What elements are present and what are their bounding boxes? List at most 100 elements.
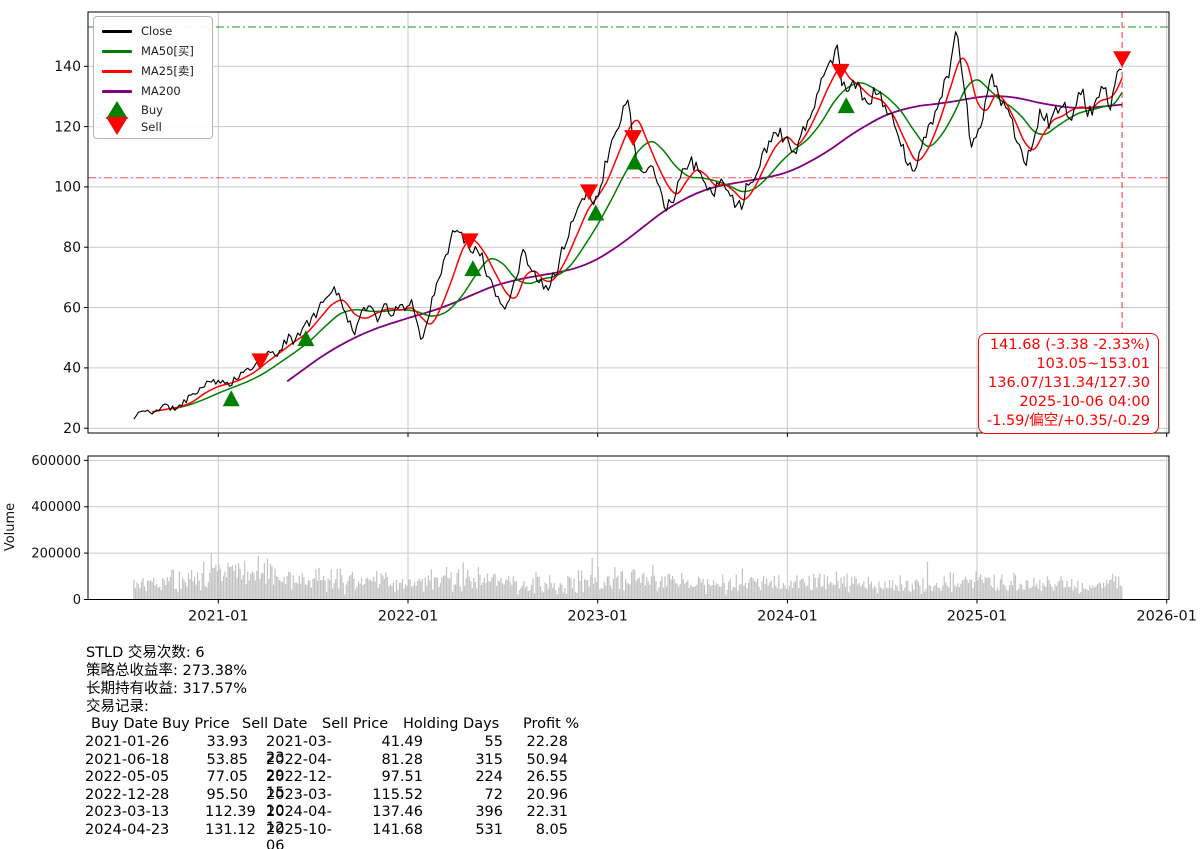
trade-cell: 26.55: [526, 769, 568, 785]
trade-cell: 2022-05-05: [85, 769, 170, 785]
col-profit-pct: Profit %: [523, 716, 580, 732]
trade-cell: 97.51: [381, 769, 423, 785]
trade-cell: 531: [475, 821, 503, 838]
svg-text:400000: 400000: [31, 500, 81, 515]
trade-row: 2021-01-26 33.93 2021-03-23 41.49 55 22.28: [85, 734, 568, 766]
trade-cell: 315: [475, 751, 503, 768]
buy-marker: [587, 204, 605, 221]
trade-cell: 2021-03-23: [266, 734, 332, 766]
ma200-line: [286, 95, 1123, 383]
svg-text:2023-01: 2023-01: [567, 609, 628, 625]
legend-item-ma25: MA25[卖]: [100, 61, 206, 81]
strategy-return-line: 策略总收益率: 273.38%: [86, 663, 248, 679]
buy-marker: [464, 260, 482, 277]
svg-text:120: 120: [54, 119, 81, 135]
trade-cell: 22.28: [526, 734, 568, 750]
trade-row: 2024-04-23 131.12 2025-10-06 141.68 531 8.05: [85, 822, 568, 849]
trade-cell: 53.85: [206, 751, 248, 768]
trades-table-body: 2021-01-26 33.93 2021-03-23 41.49 55 22.28 202…: [85, 734, 568, 849]
trade-cell: 72: [484, 786, 503, 803]
buy-marker: [626, 153, 644, 170]
trade-cell: 2022-04-29: [266, 751, 332, 784]
ma25-line-swatch: [100, 69, 134, 73]
legend-item-close: Close: [100, 21, 206, 41]
legend-item-sell: Sell: [100, 116, 206, 135]
svg-text:80: 80: [63, 240, 81, 256]
legend-label: MA25[卖]: [141, 64, 194, 78]
trade-cell: 77.05: [206, 769, 248, 785]
trade-cell: 81.28: [381, 751, 423, 768]
trade-cell: 8.05: [535, 821, 568, 838]
close-line-swatch: [100, 29, 134, 33]
annotation-range: 103.05~153.01: [1036, 356, 1150, 372]
trade-cell: 2021-01-26: [85, 734, 170, 750]
trade-row: 2023-03-13 112.39 2024-04-12 137.46 396 22.31: [85, 804, 568, 836]
col-sell-date: Sell Date: [242, 716, 308, 732]
trade-cell: 2023-03-13: [85, 804, 170, 820]
legend-label: Close: [141, 24, 173, 38]
col-buy-date: Buy Date: [91, 716, 158, 732]
legend-label: Sell: [141, 119, 162, 134]
legend-item-ma200: MA200: [100, 81, 206, 101]
volume-bars: [133, 552, 1123, 600]
close-line: [133, 31, 1122, 420]
col-sell-price: Sell Price: [322, 716, 389, 732]
svg-text:20: 20: [63, 421, 81, 437]
volume-axis-label: Volume: [3, 503, 18, 551]
svg-text:2021-01: 2021-01: [188, 609, 249, 625]
sell-marker: [1113, 51, 1132, 68]
legend-item-ma50: MA50[买]: [100, 41, 206, 61]
trade-cell: 41.49: [381, 734, 423, 750]
chart-legend: Close MA50[买] MA25[卖] MA200 Buy Sell: [93, 16, 213, 139]
trade-cell: 2021-06-18: [85, 751, 170, 768]
trade-cell: 2024-04-23: [85, 821, 170, 838]
trade-cell: 141.68: [372, 821, 423, 838]
price-volume-chart: 20 40 60 80 100 120 140 0 200000 400000 600000 2021…: [3, 11, 1197, 625]
ma50-line-swatch: [100, 49, 134, 53]
col-holding-days: Holding Days: [403, 716, 500, 732]
svg-text:2024-01: 2024-01: [757, 609, 818, 625]
buy-marker: [222, 390, 240, 407]
sell-marker: [460, 233, 479, 250]
price-axes: 20 40 60 80 100 120 140: [54, 11, 1170, 437]
trade-cell: 224: [475, 769, 503, 785]
trade-row: 2022-12-28 95.50 2023-03-10 115.52 72 20.96: [85, 787, 568, 819]
trades-table-header: Buy Date Buy Price Sell Date Sell Price …: [85, 716, 579, 734]
svg-text:0: 0: [73, 593, 81, 608]
trade-cell: 112.39: [205, 804, 256, 820]
legend-label: MA200: [141, 84, 181, 98]
ma200-line-swatch: [100, 89, 134, 93]
trade-cell: 115.52: [372, 786, 423, 803]
trade-cell: 396: [475, 804, 503, 820]
buy-hold-return-line: 长期持有收益: 317.57%: [86, 681, 248, 697]
trade-cell: 95.50: [206, 786, 248, 803]
legend-label: MA50[买]: [141, 44, 194, 58]
svg-text:140: 140: [54, 59, 81, 75]
svg-text:200000: 200000: [31, 547, 81, 562]
trade-cell: 55: [484, 734, 503, 750]
trade-cell: 2022-12-28: [85, 786, 170, 803]
trade-cell: 2023-03-10: [266, 786, 332, 819]
trade-row: 2021-06-18 53.85 2022-04-29 81.28 315 50.94: [85, 752, 568, 784]
svg-text:40: 40: [63, 361, 81, 377]
volume-axes: 0 200000 400000 600000 2021-01 2022-01 2023-01…: [3, 454, 1197, 625]
buy-triangle-icon: [100, 100, 134, 119]
annotation-price-change: 141.68 (-3.38 -2.33%): [989, 337, 1150, 353]
svg-text:100: 100: [54, 180, 81, 196]
trade-cell: 50.94: [526, 751, 568, 768]
trade-cell: 2024-04-12: [266, 804, 332, 836]
trade-count-line: STLD 交易次数: 6: [86, 645, 205, 661]
col-buy-price: Buy Price: [162, 716, 230, 732]
trades-table: Buy Date Buy Price Sell Date Sell Price …: [85, 716, 579, 849]
annotation-ma-values: 136.07/131.34/127.30: [988, 375, 1150, 391]
annotation-bias: -1.59/偏空/+0.35/-0.29: [986, 413, 1150, 429]
trade-cell: 131.12: [205, 821, 256, 838]
svg-text:60: 60: [63, 300, 81, 316]
trade-cell: 2022-12-15: [266, 769, 332, 801]
legend-label: Buy: [141, 102, 163, 117]
svg-text:2026-01: 2026-01: [1136, 609, 1197, 625]
annotation-datetime: 2025-10-06 04:00: [1019, 394, 1150, 410]
legend-item-buy: Buy: [100, 100, 206, 119]
trade-log-title: 交易记录:: [86, 699, 149, 715]
